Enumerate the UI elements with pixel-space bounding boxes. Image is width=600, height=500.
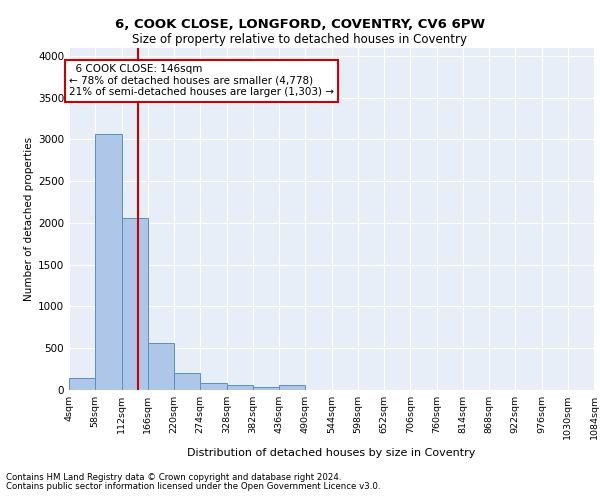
Y-axis label: Number of detached properties: Number of detached properties: [24, 136, 34, 301]
Bar: [227, 386, 253, 390]
Bar: [121, 218, 148, 390]
Text: 6 COOK CLOSE: 146sqm  
← 78% of detached houses are smaller (4,778)
21% of semi-: 6 COOK CLOSE: 146sqm ← 78% of detached h…: [69, 64, 334, 98]
Text: Contains HM Land Registry data © Crown copyright and database right 2024.: Contains HM Land Registry data © Crown c…: [6, 474, 341, 482]
X-axis label: Distribution of detached houses by size in Coventry: Distribution of detached houses by size …: [187, 448, 476, 458]
Bar: [200, 384, 227, 390]
Bar: [95, 134, 121, 390]
Text: Contains public sector information licensed under the Open Government Licence v3: Contains public sector information licen…: [6, 482, 380, 491]
Bar: [279, 386, 305, 390]
Bar: [148, 343, 174, 390]
Text: Size of property relative to detached houses in Coventry: Size of property relative to detached ho…: [133, 32, 467, 46]
Bar: [253, 386, 279, 390]
Bar: [69, 378, 95, 390]
Bar: [174, 374, 200, 390]
Text: 6, COOK CLOSE, LONGFORD, COVENTRY, CV6 6PW: 6, COOK CLOSE, LONGFORD, COVENTRY, CV6 6…: [115, 18, 485, 30]
